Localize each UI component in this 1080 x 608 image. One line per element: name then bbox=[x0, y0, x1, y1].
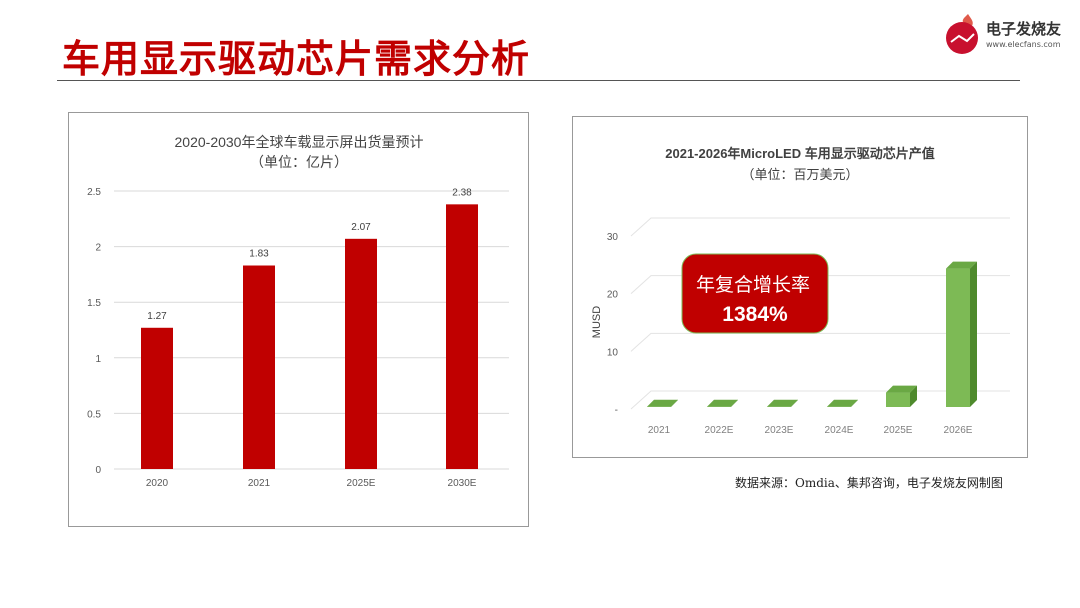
x-tick-label: 2024E bbox=[825, 425, 854, 436]
bar-2021 bbox=[243, 265, 275, 469]
y-tick-label: 0 bbox=[95, 465, 101, 476]
bar-side bbox=[671, 399, 678, 407]
x-tick-label: 2025E bbox=[884, 425, 913, 436]
logo-url: www.elecfans.com bbox=[986, 40, 1061, 49]
x-tick-label: 2023E bbox=[765, 425, 794, 436]
source-note: 数据来源：Omdia、集邦咨询，电子发烧友网制图 bbox=[735, 476, 1003, 490]
x-tick-label: 2022E bbox=[705, 425, 734, 436]
bar-top bbox=[946, 261, 977, 269]
logo: 电子发烧友 www.elecfans.com bbox=[942, 12, 1072, 56]
bar-2025E bbox=[345, 238, 377, 469]
microled-chart: 2021-2026年MicroLED 车用显示驱动芯片产值 （单位：百万美元） - 1… bbox=[591, 146, 1010, 436]
x-tick-label: 2020 bbox=[146, 478, 169, 489]
bar-side bbox=[970, 261, 977, 407]
right-chart-frame: 2021-2026年MicroLED 车用显示驱动芯片产值 （单位：百万美元） - 1… bbox=[572, 116, 1028, 458]
y-tick-label: 2.5 bbox=[87, 187, 101, 198]
y-tick-label: 10 bbox=[607, 347, 619, 358]
chart-title: 2021-2026年MicroLED 车用显示驱动芯片产值 bbox=[665, 146, 934, 161]
left-chart-frame: 2020-2030年全球车载显示屏出货量预计 （单位：亿片） 0 0.5 1 1.5 2 2.… bbox=[68, 112, 529, 527]
bar-top bbox=[767, 399, 798, 407]
bar-side bbox=[791, 399, 798, 407]
bar-side bbox=[851, 399, 858, 407]
data-label: 2.07 bbox=[351, 222, 371, 233]
bar-top bbox=[707, 399, 738, 407]
bar-top bbox=[827, 399, 858, 407]
x-tick-label: 2021 bbox=[248, 478, 271, 489]
data-label: 1.27 bbox=[147, 311, 167, 322]
y-tick-label: 2 bbox=[95, 243, 101, 254]
bar-top bbox=[647, 399, 678, 407]
bar-2030E bbox=[446, 204, 478, 469]
chart-title: 2020-2030年全球车载显示屏出货量预计 bbox=[175, 134, 424, 150]
x-tick-label: 2026E bbox=[944, 425, 973, 436]
bar-side bbox=[731, 399, 738, 407]
y-tick-label: 30 bbox=[607, 232, 619, 243]
x-tick-label: 2025E bbox=[347, 478, 376, 489]
y-tick-label: 1 bbox=[95, 354, 101, 365]
title-divider bbox=[57, 80, 1020, 81]
page-title: 车用显示驱动芯片需求分析 bbox=[62, 36, 531, 81]
gridline bbox=[630, 217, 1010, 237]
chart-subtitle: （单位：百万美元） bbox=[741, 167, 858, 182]
gridline bbox=[630, 275, 1010, 295]
logo-icon bbox=[946, 14, 978, 54]
logo-name: 电子发烧友 bbox=[986, 20, 1062, 38]
bar-side bbox=[910, 385, 917, 407]
data-label: 1.83 bbox=[249, 249, 269, 260]
shipment-chart: 2020-2030年全球车载显示屏出货量预计 （单位：亿片） 0 0.5 1 1.5 2 2.… bbox=[87, 134, 509, 489]
bar-2026E bbox=[946, 268, 970, 407]
bar-2025E bbox=[886, 392, 910, 407]
chart-subtitle: （单位：亿片） bbox=[250, 154, 348, 170]
y-tick-label: 1.5 bbox=[87, 298, 101, 309]
y-tick-label: 0.5 bbox=[87, 409, 101, 420]
data-label: 2.38 bbox=[452, 187, 472, 198]
y-tick-label: - bbox=[615, 405, 618, 416]
x-tick-label: 2021 bbox=[648, 425, 671, 436]
cagr-callout bbox=[681, 253, 829, 334]
cagr-value: 1384% bbox=[722, 303, 788, 326]
y-tick-label: 20 bbox=[607, 290, 619, 301]
bar-top bbox=[886, 385, 917, 393]
cagr-label: 年复合增长率 bbox=[696, 274, 810, 296]
bar-2020 bbox=[141, 327, 173, 469]
gridline bbox=[630, 332, 1010, 352]
y-axis-label: MUSD bbox=[591, 306, 603, 338]
x-tick-label: 2030E bbox=[448, 478, 477, 489]
